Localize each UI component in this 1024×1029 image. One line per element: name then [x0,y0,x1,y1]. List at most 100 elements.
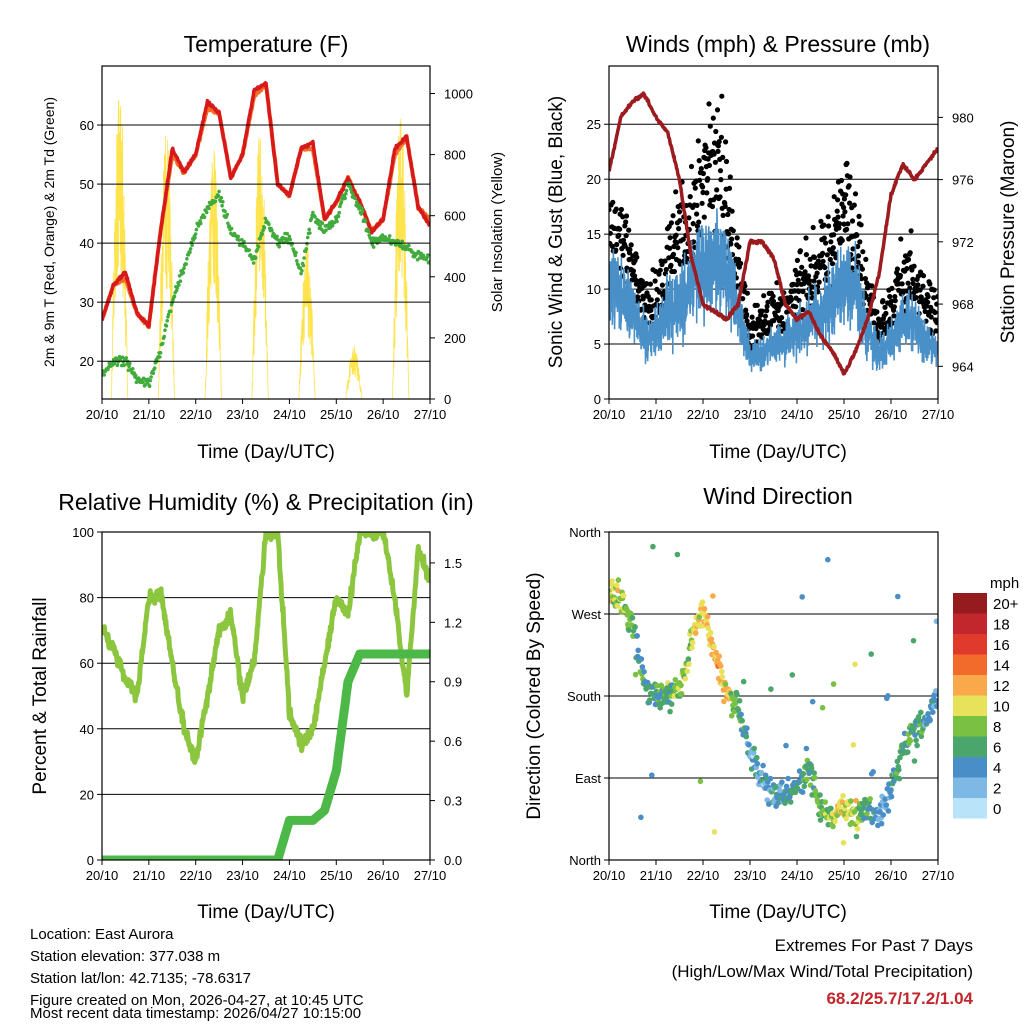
y-tick-label: 20 [80,354,94,369]
dewpoint-point [152,366,157,371]
dewpoint-point [114,356,119,361]
gust-point [852,191,859,197]
dewpoint-point [360,209,365,213]
winds-panel: Winds (mph) & Pressure (mb) Time (Day/UT… [546,31,1019,463]
winds-title: Winds (mph) & Pressure (mb) [626,31,930,57]
humidity-ylabel: Percent & Total Rainfall [30,597,51,794]
direction-point [685,656,692,662]
dewpoint-point [357,207,361,211]
gust-point [811,278,817,284]
direction-point [682,676,688,682]
gust-point [706,162,713,168]
gust-point [837,221,843,227]
gust-point [935,294,938,300]
direction-point [883,802,890,808]
dewpoint-point [344,188,349,193]
direction-point [910,637,917,644]
gust-point [863,293,869,299]
gust-point [831,232,837,238]
gust-point [699,200,705,206]
direction-point [804,776,810,783]
pressure-ylabel: Station Pressure (Maroon) [998,121,1019,344]
gust-point [659,261,665,268]
dewpoint-point [188,247,193,251]
gust-point [863,256,869,262]
dewpoint-point [151,371,156,376]
direction-point [870,769,876,775]
y-tick-label: 40 [80,236,94,251]
dewpoint-point [164,324,169,328]
direction-point [868,651,874,657]
gust-point [879,321,885,327]
gust-point [659,282,666,288]
gust-point [740,296,746,302]
dewpoint-point [318,224,323,228]
gust-point [841,221,847,227]
gust-point [648,297,654,303]
y-tick-label: 100 [72,525,94,540]
humidity-title: Relative Humidity (%) & Precipitation (i… [58,489,473,515]
gust-point [931,295,937,301]
gust-point [835,197,841,203]
gust-point [723,158,730,165]
gust-point [830,245,836,251]
y-tick-label: 25 [587,117,601,132]
dewpoint-point [247,248,251,252]
dewpoint-point [194,227,199,232]
dewpoint-point [343,196,347,200]
gust-point [844,226,850,232]
x-tick-label: 23/10 [734,407,767,422]
dewpoint-point [347,181,352,186]
direction-point [743,733,750,740]
direction-point [699,599,706,605]
legend-label: 4 [993,760,1001,777]
dewpoint-point [242,239,246,244]
gust-point [622,223,628,229]
dewpoint-point [131,367,135,371]
legend-swatch [953,716,987,737]
dewpoint-point [301,263,306,268]
gust-point [803,252,810,258]
gust-point [617,226,623,232]
direction-point [754,754,760,761]
gust-point [754,302,760,308]
direction-point [722,681,729,688]
direction-point [758,770,765,776]
legend-label: 2 [993,781,1001,798]
x-tick-label: 24/10 [781,407,814,422]
gust-point [891,313,897,319]
gust-point [880,298,886,304]
y2-tick-label: 0.3 [444,794,462,809]
dewpoint-point [293,253,298,258]
gust-point [686,215,692,221]
direction-point [734,691,740,698]
gust-point [800,307,806,313]
dewpoint-point [275,234,279,239]
gust-point [764,303,770,309]
temp-2m-line [102,81,430,329]
gust-point [860,249,866,255]
direction-point [739,717,745,724]
gust-point [700,189,706,196]
dewpoint-point [294,250,298,255]
y-tick-label: 5 [594,337,601,352]
dewpoint-point [339,200,344,204]
direction-point [689,639,696,646]
solar-insolation-line [102,99,430,399]
dewpoint-point [177,283,181,287]
gust-point [856,213,862,219]
gust-point [836,225,842,231]
direction-point [911,758,918,764]
gust-point [690,221,696,227]
dewpoint-point [148,378,153,383]
dewpoint-point [221,200,225,204]
gust-point [859,266,866,272]
dewpoint-point [128,361,132,366]
gust-point [614,241,620,248]
direction-point [852,661,858,668]
legend-label: 18 [993,617,1010,634]
humidity-xlabel: Time (Day/UTC) [197,902,335,923]
direction-point [809,698,816,705]
gust-point [657,267,663,273]
dewpoint-point [172,294,177,299]
